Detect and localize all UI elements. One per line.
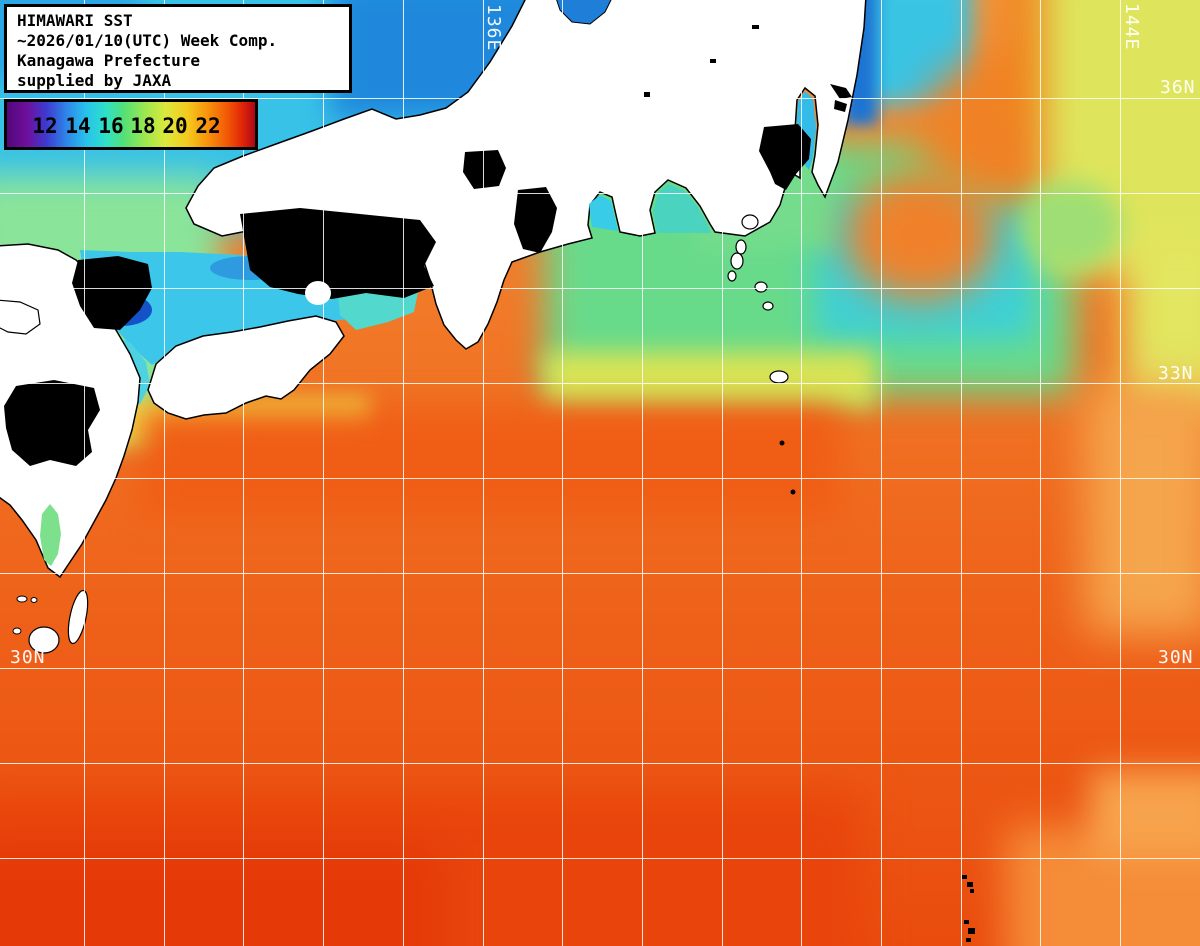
amakusa-islands [0,299,41,335]
colorbar-tick-label: 20 [162,114,188,138]
colorbar-tick-label: 12 [32,114,58,138]
izu-island-5 [754,281,768,293]
sea-region-front-orange [140,408,840,518]
colorbar-tick-label: 22 [195,114,221,138]
cloud-patch-hiroshima [72,256,152,330]
izu-island-4 [727,270,737,282]
honshu-landmass [185,0,867,350]
izu-oshima-island [741,214,759,230]
islet-west-2 [16,595,28,603]
sea-region-east-lime [1125,230,1200,410]
title-line-product: HIMAWARI SST [17,11,133,30]
kagoshima-bay-water [40,504,61,566]
sea-region-cold-eddy [1022,182,1122,270]
colorbar-tick-label: 18 [130,114,156,138]
yakushima-island [28,626,60,654]
izu-island-2 [735,239,747,255]
cloud-mark-tokyo-bay-2 [834,100,847,112]
temperature-colorbar: 12 14 16 18 20 22 [4,99,258,150]
wakasa-bay-water [556,0,612,25]
cloud-speck-3 [710,59,716,63]
ise-bay-water [589,195,618,231]
ogasawara-islet-chain-1 [962,875,974,893]
islet-speck-2 [790,489,796,495]
shikoku-landmass [147,315,345,420]
title-line-region: Kanagawa Prefecture [17,51,201,70]
cloud-speck-1 [644,92,650,97]
cloud-patch-north-kyushu [4,380,100,466]
ogasawara-islet-chain-2 [964,920,975,942]
tanegashima-island [67,589,89,645]
suruga-bay-water [653,184,711,233]
hachijojima-island [769,370,789,384]
sea-region-front-yellow-band [545,352,875,407]
islet-speck-1 [779,440,785,446]
cloud-mark-tokyo-bay-1 [830,84,852,99]
colorbar-tick-label: 14 [65,114,91,138]
cloud-patch-tokyo [759,124,811,190]
islet-west-1 [12,627,22,635]
title-line-credit: supplied by JAXA [17,71,172,90]
izu-island-3 [730,252,744,270]
islet-west-3 [30,597,38,603]
sea-region-southwest-warmest [0,845,440,946]
sea-region-southeast-streak [1090,770,1200,860]
colorbar-tick-label: 16 [98,114,124,138]
cloud-patch-biwa-west [463,150,506,189]
cloud-speck-2 [752,25,759,29]
title-box: HIMAWARI SST ~2026/01/10(UTC) Week Comp.… [4,4,352,93]
cloud-patch-biwa-east [514,187,557,253]
sea-region-east-light-column [1085,385,1200,635]
title-line-date: ~2026/01/10(UTC) Week Comp. [17,31,278,50]
izu-island-6 [762,301,774,311]
cloud-patch-chugoku [240,208,436,299]
awaji-island [305,281,331,305]
